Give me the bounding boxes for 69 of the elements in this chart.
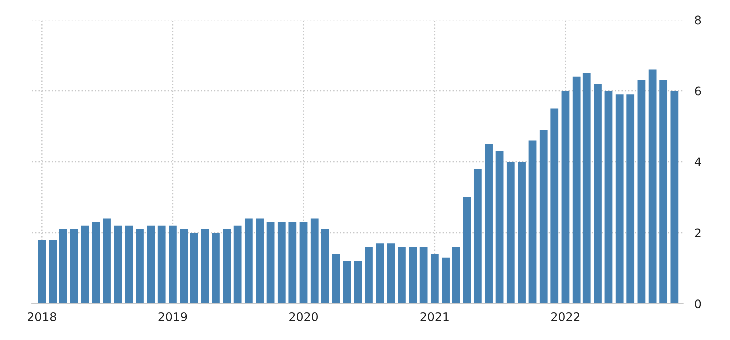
- bar: [147, 226, 156, 304]
- bar: [70, 229, 78, 304]
- bar: [201, 229, 210, 304]
- bar: [420, 247, 428, 304]
- bar: [92, 222, 100, 304]
- bar: [288, 222, 297, 304]
- bar: [158, 226, 166, 304]
- y-tick-label: 6: [695, 86, 702, 96]
- bar: [190, 232, 198, 304]
- bar: [278, 222, 286, 304]
- bar: [474, 169, 482, 304]
- y-tick-label: 0: [695, 300, 702, 309]
- bar: [648, 70, 657, 304]
- x-tick-label: 2021: [420, 312, 449, 322]
- bar: [223, 229, 232, 304]
- bar: [343, 261, 352, 304]
- bar: [387, 244, 396, 304]
- bar: [409, 247, 418, 304]
- bar: [49, 240, 58, 304]
- bar: [670, 91, 679, 304]
- bar: [398, 247, 406, 304]
- bar: [169, 226, 177, 304]
- x-tick-label: 2020: [290, 312, 318, 322]
- bar: [528, 140, 537, 304]
- bar: [496, 151, 504, 304]
- bar: [518, 162, 526, 304]
- x-tick-label: 2019: [158, 312, 188, 322]
- bar: [376, 244, 384, 304]
- bar: [310, 218, 319, 304]
- bar: [125, 226, 134, 304]
- bar: [300, 222, 308, 304]
- bar: [660, 80, 668, 304]
- bar: [485, 144, 493, 304]
- bar: [266, 222, 275, 304]
- y-tick-label: 4: [694, 158, 702, 166]
- bar: [562, 91, 570, 304]
- bar: [212, 232, 220, 304]
- bar: [463, 197, 472, 304]
- bar: [442, 258, 450, 304]
- bar: [114, 226, 122, 304]
- bar: [136, 229, 144, 304]
- x-tick-label: 2018: [28, 312, 56, 322]
- bar: [103, 218, 111, 304]
- bar: [582, 73, 591, 304]
- y-tick-label: 2: [695, 228, 701, 238]
- bar: [604, 91, 613, 304]
- bar: [540, 130, 548, 304]
- bar: [506, 162, 515, 304]
- bar: [38, 240, 46, 304]
- bar: [256, 218, 264, 304]
- bar: [626, 94, 635, 304]
- bar: [321, 229, 330, 304]
- bar: [452, 247, 460, 304]
- y-tick-label: 8: [695, 16, 702, 25]
- bar: [244, 218, 253, 304]
- bar: [638, 80, 646, 304]
- bar: [332, 254, 340, 304]
- bar: [550, 108, 559, 304]
- bar: [572, 76, 581, 304]
- bar: [234, 226, 242, 304]
- bar: [616, 94, 624, 304]
- bar: [59, 229, 68, 304]
- bar: [430, 254, 439, 304]
- bar: [81, 226, 90, 304]
- bar: [180, 229, 188, 304]
- bar: [365, 247, 373, 304]
- bar: [594, 84, 602, 304]
- x-tick-label: 2022: [552, 312, 580, 322]
- bar: [354, 261, 362, 304]
